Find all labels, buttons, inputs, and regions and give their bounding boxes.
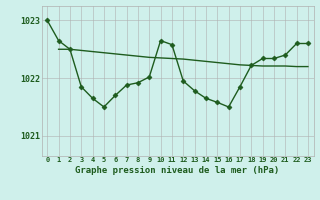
X-axis label: Graphe pression niveau de la mer (hPa): Graphe pression niveau de la mer (hPa) — [76, 166, 280, 175]
